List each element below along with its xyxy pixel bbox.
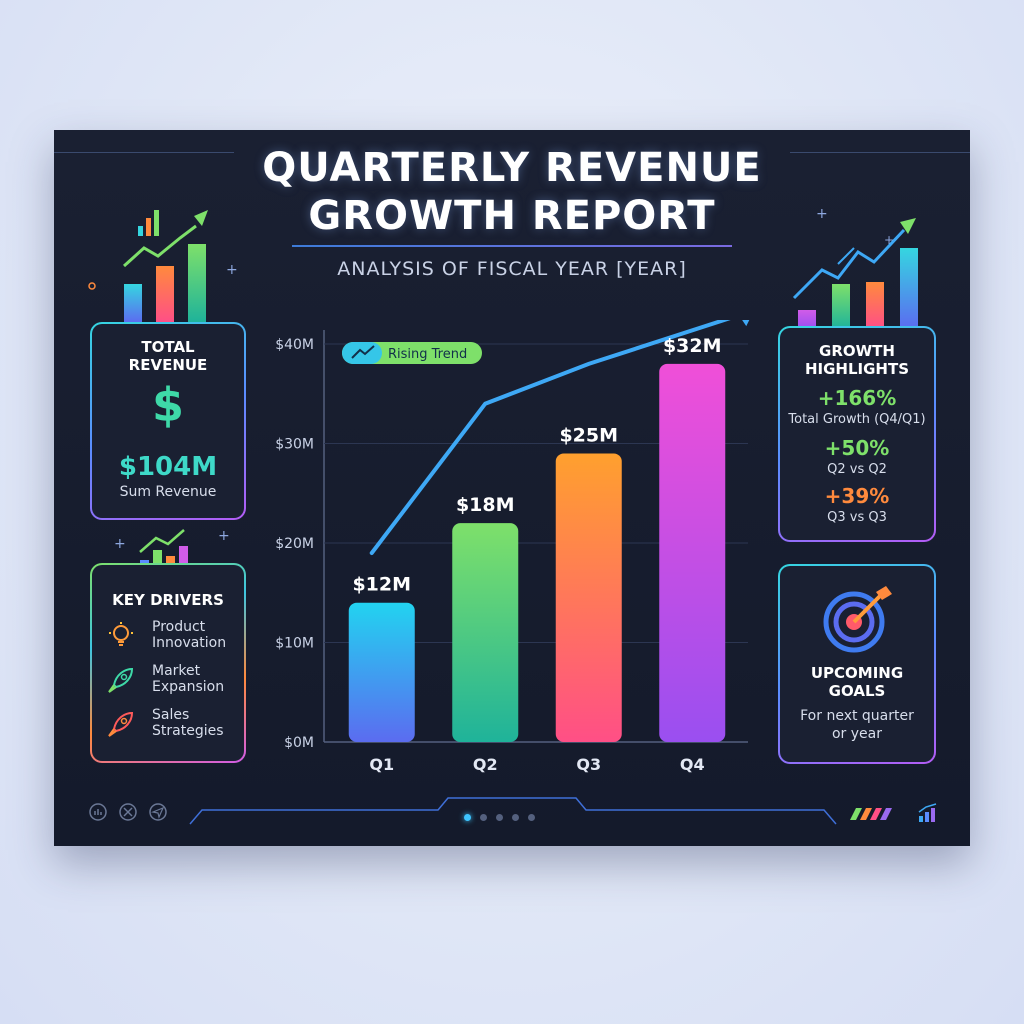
chart-circle-icon[interactable] <box>88 802 108 822</box>
upcoming-goals-caption-2: or year <box>831 726 882 742</box>
x-tick-label-q2: Q2 <box>473 755 498 774</box>
page-dot-5[interactable] <box>528 814 535 821</box>
total-revenue-title-2: REVENUE <box>128 356 208 374</box>
growth-highlights-card: GROWTH HIGHLIGHTS +166% Total Growth (Q4… <box>778 326 936 542</box>
growth-highlights-title-1: GROWTH <box>819 342 895 360</box>
key-drivers-title: KEY DRIVERS <box>112 591 224 609</box>
driver-3-line-2: Strategies <box>152 723 224 739</box>
y-tick-label: $30M <box>275 437 314 453</box>
highlight-1-value: +166% <box>817 386 897 410</box>
trend-line <box>369 320 731 555</box>
dollar-icon: $ <box>151 378 184 432</box>
data-label-q4: $32M <box>663 335 722 357</box>
svg-text:+: + <box>816 206 828 222</box>
y-tick-label: $20M <box>275 536 314 552</box>
title-underline <box>292 245 732 247</box>
highlight-1-label: Total Growth (Q4/Q1) <box>788 412 926 427</box>
growth-bars-icon[interactable] <box>916 802 940 824</box>
page-dot-2[interactable] <box>480 814 487 821</box>
x-tick-label-q4: Q4 <box>680 755 705 774</box>
data-label-q3: $25M <box>559 424 618 446</box>
trend-arrowhead <box>742 320 750 327</box>
total-revenue-caption: Sum Revenue <box>119 484 217 500</box>
send-circle-icon[interactable] <box>148 802 168 822</box>
data-label-q1: $12M <box>352 574 411 596</box>
bar-q4 <box>659 363 726 742</box>
upcoming-goals-caption-1: For next quarter <box>800 708 914 724</box>
svg-text:+: + <box>226 262 238 278</box>
driver-2-line-1: Market <box>152 663 201 679</box>
growth-highlights-title-2: HIGHLIGHTS <box>804 360 910 378</box>
total-revenue-card: TOTAL REVENUE $ $104M Sum Revenue <box>90 322 246 520</box>
svg-text:+: + <box>114 536 126 552</box>
bar-q2 <box>452 523 519 742</box>
driver-1-line-2: Innovation <box>152 635 227 651</box>
pagination-dots[interactable] <box>464 806 544 825</box>
trend-badge-label: Rising Trend <box>388 347 467 362</box>
upcoming-goals-title-2: GOALS <box>828 682 886 700</box>
title-line-2: GROWTH REPORT <box>308 193 716 239</box>
bar-q1 <box>348 602 415 742</box>
trend-up-icon <box>351 345 375 359</box>
color-stripes-icon <box>850 808 892 820</box>
title-line-1: QUARTERLY REVENUE <box>262 145 762 191</box>
total-revenue-title-1: TOTAL <box>141 338 195 356</box>
driver-market-expansion: Market Expansion <box>106 663 246 703</box>
header-line-left <box>54 152 234 153</box>
x-tick-label-q1: Q1 <box>369 755 394 774</box>
y-tick-label: $10M <box>275 636 314 652</box>
header-line-right <box>790 152 970 153</box>
driver-2-line-2: Expansion <box>152 679 225 695</box>
page-dot-1[interactable] <box>464 814 471 821</box>
subtitle: ANALYSIS OF FISCAL YEAR [YEAR] <box>337 258 687 280</box>
y-tick-label: $40M <box>275 337 314 353</box>
report-board: QUARTERLY REVENUE GROWTH REPORT ANALYSIS… <box>54 130 970 846</box>
highlight-3-value: +39% <box>824 484 890 508</box>
lightbulb-icon <box>109 622 133 646</box>
bar-chart-growth-icon: + <box>88 210 238 322</box>
trend-badge-icon-bg <box>342 342 382 364</box>
rocket-icon <box>108 667 134 693</box>
total-revenue-value: $104M <box>118 452 218 482</box>
highlight-2-label: Q2 vs Q2 <box>827 462 887 477</box>
tools-circle-icon[interactable] <box>118 802 138 822</box>
x-tick-label-q3: Q3 <box>576 755 601 774</box>
highlight-2-value: +50% <box>824 436 890 460</box>
svg-text:+: + <box>218 528 230 544</box>
upcoming-goals-title-1: UPCOMING <box>810 664 904 682</box>
upcoming-goals-card: UPCOMING GOALS For next quarter or year <box>778 564 936 764</box>
target-icon <box>823 586 892 653</box>
data-label-q2: $18M <box>456 494 515 516</box>
highlight-3-label: Q3 vs Q3 <box>827 510 887 525</box>
revenue-bar-chart: $0M $10M $20M $30M $40M $12M Q1 $18M Q2 $25M Q3 $32… <box>275 320 750 774</box>
rocket-icon <box>108 711 134 737</box>
driver-3-line-1: Sales <box>152 707 190 723</box>
growth-chart-icon: + + <box>792 206 918 328</box>
driver-1-line-1: Product <box>152 619 206 635</box>
driver-sales-strategies: Sales Strategies <box>106 707 246 747</box>
footer-frame <box>189 797 837 825</box>
page-dot-4[interactable] <box>512 814 519 821</box>
bar-q3 <box>555 453 622 742</box>
svg-text:+: + <box>884 233 894 247</box>
y-tick-label: $0M <box>284 735 314 751</box>
driver-product-innovation: Product Innovation <box>106 619 246 659</box>
key-drivers-card: KEY DRIVERS Product Innovation <box>90 563 246 763</box>
page-dot-3[interactable] <box>496 814 503 821</box>
